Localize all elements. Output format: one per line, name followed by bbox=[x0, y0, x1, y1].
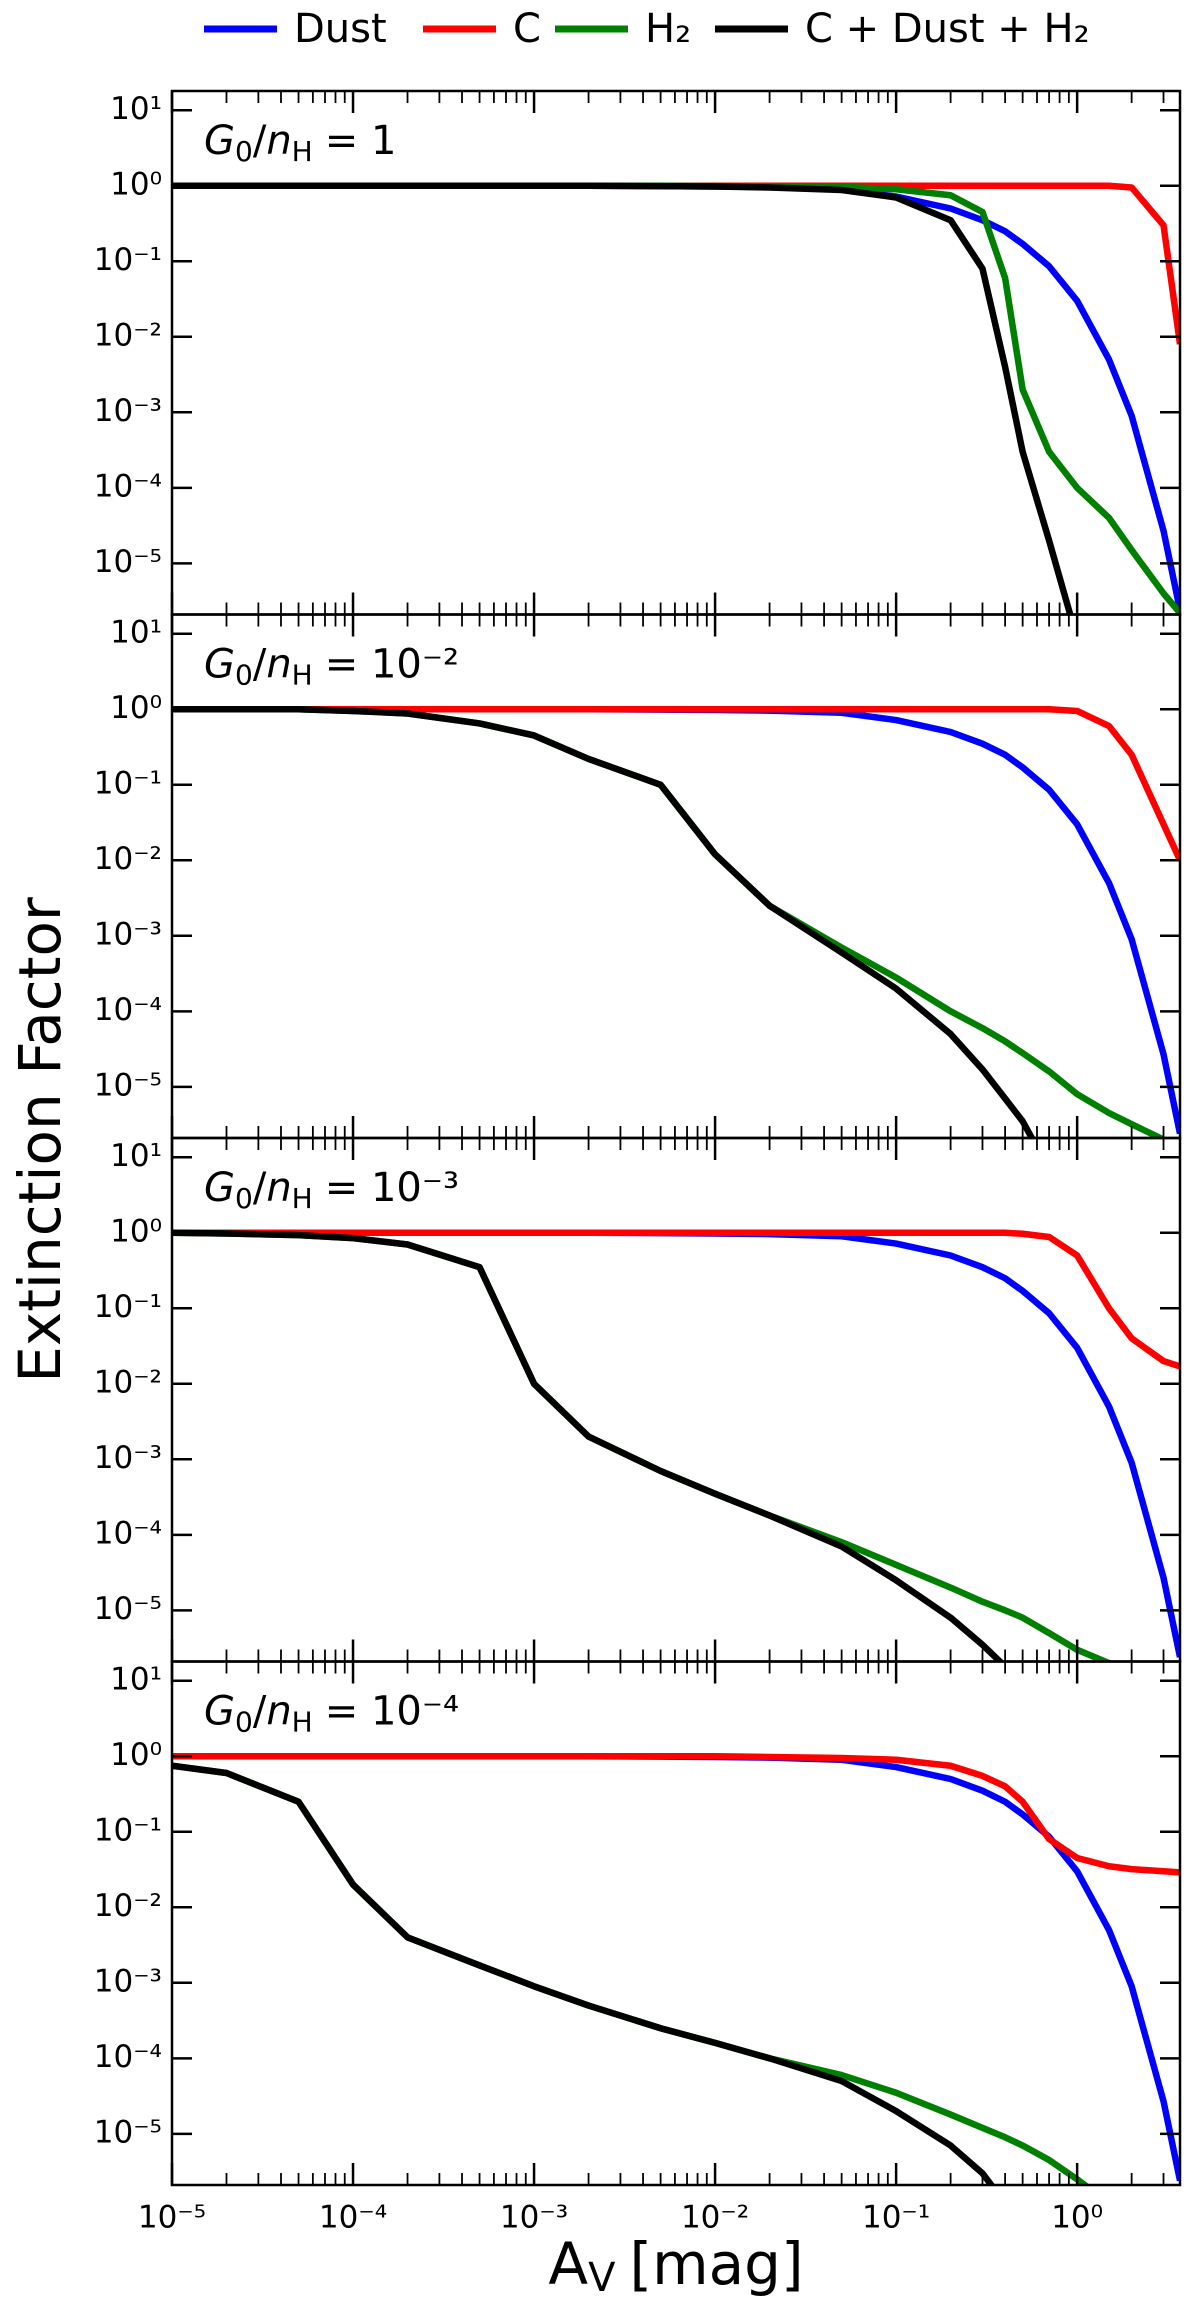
annotation-part: n bbox=[266, 642, 291, 688]
y-tick-label: 10⁻² bbox=[94, 1364, 162, 1400]
y-tick-label: 10⁻⁴ bbox=[94, 1515, 162, 1551]
series-line bbox=[172, 706, 1180, 1135]
annotation-part: / bbox=[253, 1165, 267, 1211]
legend-label: Dust bbox=[294, 6, 387, 52]
annotation-part: / bbox=[253, 118, 267, 164]
x-tick-label: 10⁻² bbox=[681, 2200, 749, 2236]
series-line bbox=[172, 1762, 996, 2185]
y-tick-label: 10⁻⁵ bbox=[94, 2114, 162, 2150]
annotation-part: H bbox=[292, 135, 313, 168]
y-tick-label: 10⁻⁵ bbox=[94, 544, 162, 580]
annotation-part: 0 bbox=[235, 659, 253, 692]
y-tick-label: 10⁻⁴ bbox=[94, 992, 162, 1028]
series-line bbox=[172, 182, 1074, 615]
legend-label: H₂ bbox=[645, 6, 691, 52]
y-tick-label: 10⁰ bbox=[110, 1737, 162, 1773]
legend-label: C bbox=[513, 6, 541, 52]
y-tick-label: 10⁰ bbox=[110, 166, 162, 202]
x-axis-label-sub: V bbox=[588, 2255, 616, 2301]
y-tick-label: 10¹ bbox=[110, 1661, 162, 1697]
x-tick-label: 10⁰ bbox=[1051, 2200, 1103, 2236]
y-axis-label: Extinction Factor bbox=[6, 897, 74, 1383]
series-line bbox=[172, 1753, 1180, 1876]
y-tick-label: 10⁻¹ bbox=[94, 765, 162, 801]
plot-area bbox=[172, 706, 1180, 1138]
y-tick-label: 10⁻⁴ bbox=[94, 2039, 162, 2075]
annotation-part: n bbox=[266, 1689, 291, 1735]
y-tick-label: 10¹ bbox=[110, 91, 162, 127]
annotation-part: = 1 bbox=[325, 118, 397, 164]
plot-area bbox=[172, 182, 1180, 615]
series-line bbox=[172, 1229, 1180, 1658]
annotation-part: = 10⁻⁴ bbox=[325, 1689, 459, 1735]
y-tick-label: 10⁻³ bbox=[94, 1963, 162, 1999]
series-line bbox=[172, 1753, 1180, 2182]
annotation-part: G bbox=[204, 642, 235, 688]
y-tick-label: 10⁻⁵ bbox=[94, 1591, 162, 1627]
y-tick-label: 10⁻³ bbox=[94, 1440, 162, 1476]
y-tick-label: 10⁰ bbox=[110, 690, 162, 726]
plot-frame bbox=[170, 1136, 1182, 1663]
annotation-part: H bbox=[292, 1182, 313, 1215]
annotation-part: / bbox=[253, 1689, 267, 1735]
annotation-part: G bbox=[204, 1165, 235, 1211]
annotation-part: 0 bbox=[235, 1182, 253, 1215]
annotation-part: 0 bbox=[235, 1706, 253, 1739]
y-tick-label: 10⁻¹ bbox=[94, 1289, 162, 1325]
series-line bbox=[172, 1229, 1180, 1370]
y-tick-label: 10⁻³ bbox=[94, 916, 162, 952]
annotation-part: H bbox=[292, 1706, 313, 1739]
plot-frame bbox=[170, 89, 1182, 616]
annotation-part: = 10⁻³ bbox=[325, 1165, 459, 1211]
y-tick-label: 10⁻⁴ bbox=[94, 468, 162, 504]
x-tick-label: 10⁻⁴ bbox=[319, 2200, 387, 2236]
x-tick-label: 10⁻¹ bbox=[862, 2200, 930, 2236]
series-line bbox=[172, 1229, 1005, 1662]
y-tick-label: 10¹ bbox=[110, 614, 162, 650]
series-line bbox=[172, 706, 1180, 862]
y-tick-label: 10⁻² bbox=[94, 841, 162, 877]
annotation-part: n bbox=[266, 118, 291, 164]
panel-annotation: G0/nH = 10⁻⁴ bbox=[204, 1689, 459, 1739]
plot-area bbox=[172, 1229, 1180, 1662]
annotation-part: G bbox=[204, 118, 235, 164]
plot-area bbox=[172, 1753, 1180, 2185]
x-axis-label-unit: [mag] bbox=[629, 2230, 803, 2298]
x-tick-label: 10⁻³ bbox=[500, 2200, 568, 2236]
y-tick-label: 10⁻² bbox=[94, 317, 162, 353]
series-line bbox=[172, 182, 1180, 345]
x-tick-label: 10⁻⁵ bbox=[138, 2200, 206, 2236]
annotation-part: = 10⁻² bbox=[325, 642, 459, 688]
panel-annotation: G0/nH = 1 bbox=[204, 118, 396, 168]
x-axis-label: AV [mag] bbox=[548, 2230, 803, 2301]
annotation-part: / bbox=[253, 642, 267, 688]
series-line bbox=[172, 706, 1036, 1138]
y-tick-label: 10⁻⁵ bbox=[94, 1067, 162, 1103]
annotation-part: n bbox=[266, 1165, 291, 1211]
panel-annotation: G0/nH = 10⁻² bbox=[204, 642, 459, 692]
y-tick-label: 10⁰ bbox=[110, 1213, 162, 1249]
y-tick-label: 10⁻² bbox=[94, 1888, 162, 1924]
plot-frame bbox=[170, 1660, 1182, 2187]
legend-label: C + Dust + H₂ bbox=[805, 6, 1090, 52]
y-tick-label: 10⁻¹ bbox=[94, 1812, 162, 1848]
annotation-part: G bbox=[204, 1689, 235, 1735]
x-axis-label-main: A bbox=[548, 2230, 588, 2298]
y-tick-label: 10¹ bbox=[110, 1138, 162, 1174]
y-tick-label: 10⁻³ bbox=[94, 393, 162, 429]
series-line bbox=[172, 1229, 1114, 1662]
annotation-part: 0 bbox=[235, 135, 253, 168]
annotation-part: H bbox=[292, 659, 313, 692]
y-tick-label: 10⁻¹ bbox=[94, 242, 162, 278]
panel-annotation: G0/nH = 10⁻³ bbox=[204, 1165, 459, 1215]
